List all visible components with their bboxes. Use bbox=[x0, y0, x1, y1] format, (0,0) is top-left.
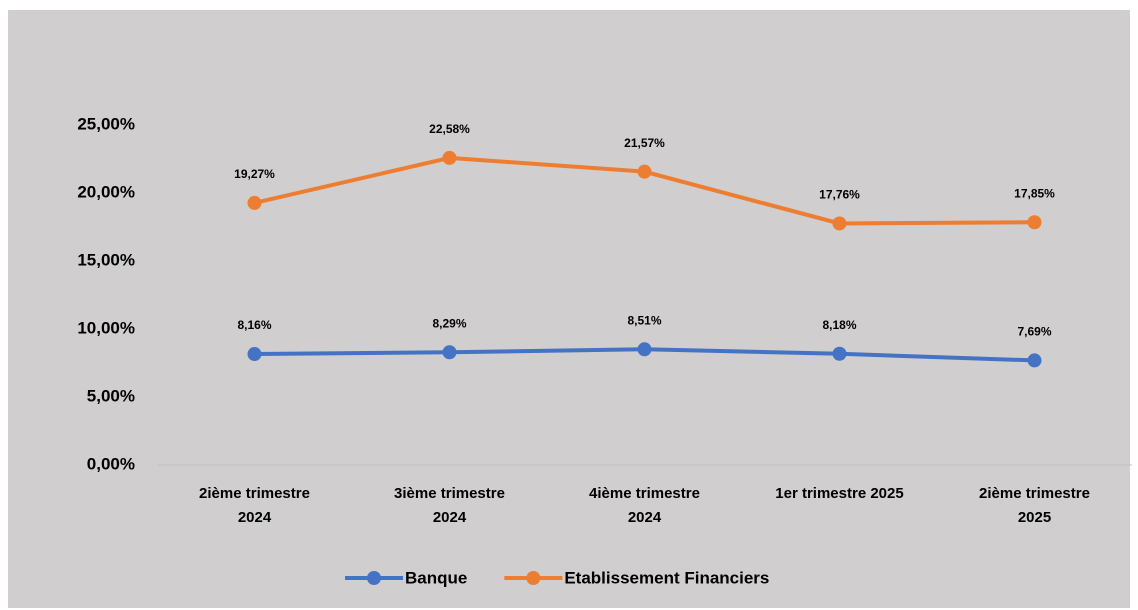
chart-area bbox=[8, 10, 1130, 608]
value-label: 8,16% bbox=[237, 318, 271, 332]
point bbox=[637, 164, 652, 179]
x-tick-label: 1er trimestre 2025 bbox=[775, 485, 904, 502]
y-tick-label: 5,00% bbox=[87, 386, 135, 405]
legend-label: Banque bbox=[405, 568, 467, 587]
point bbox=[637, 342, 652, 357]
point bbox=[247, 195, 262, 210]
point bbox=[247, 347, 262, 362]
value-label: 17,85% bbox=[1014, 186, 1055, 200]
point bbox=[1027, 353, 1042, 368]
value-label: 19,27% bbox=[234, 167, 275, 181]
point bbox=[1027, 215, 1042, 230]
value-label: 7,69% bbox=[1017, 325, 1051, 339]
x-tick-label: 2ième trimestre 2024 bbox=[199, 485, 310, 526]
legend-label: Etablissement Financiers bbox=[564, 568, 769, 587]
value-label: 8,51% bbox=[627, 313, 661, 327]
legend-swatch bbox=[367, 571, 381, 585]
point bbox=[832, 346, 847, 361]
y-tick-label: 15,00% bbox=[77, 250, 135, 269]
x-tick-label: 4ième trimestre 2024 bbox=[589, 485, 700, 526]
value-label: 8,18% bbox=[822, 318, 856, 332]
y-tick-label: 25,00% bbox=[77, 114, 135, 133]
x-tick-label: 3ième trimestre 2024 bbox=[394, 485, 505, 526]
value-label: 17,76% bbox=[819, 188, 860, 202]
point bbox=[832, 216, 847, 231]
value-label: 21,57% bbox=[624, 136, 665, 150]
legend-swatch bbox=[526, 571, 541, 585]
x-tick-label: 2ième trimestre 2025 bbox=[979, 485, 1090, 526]
y-tick-label: 0,00% bbox=[87, 454, 135, 473]
y-tick-label: 10,00% bbox=[77, 318, 135, 337]
value-label: 22,58% bbox=[429, 122, 470, 136]
point bbox=[442, 345, 457, 360]
point bbox=[442, 150, 457, 165]
value-label: 8,29% bbox=[432, 316, 466, 330]
y-tick-label: 20,00% bbox=[77, 182, 135, 201]
